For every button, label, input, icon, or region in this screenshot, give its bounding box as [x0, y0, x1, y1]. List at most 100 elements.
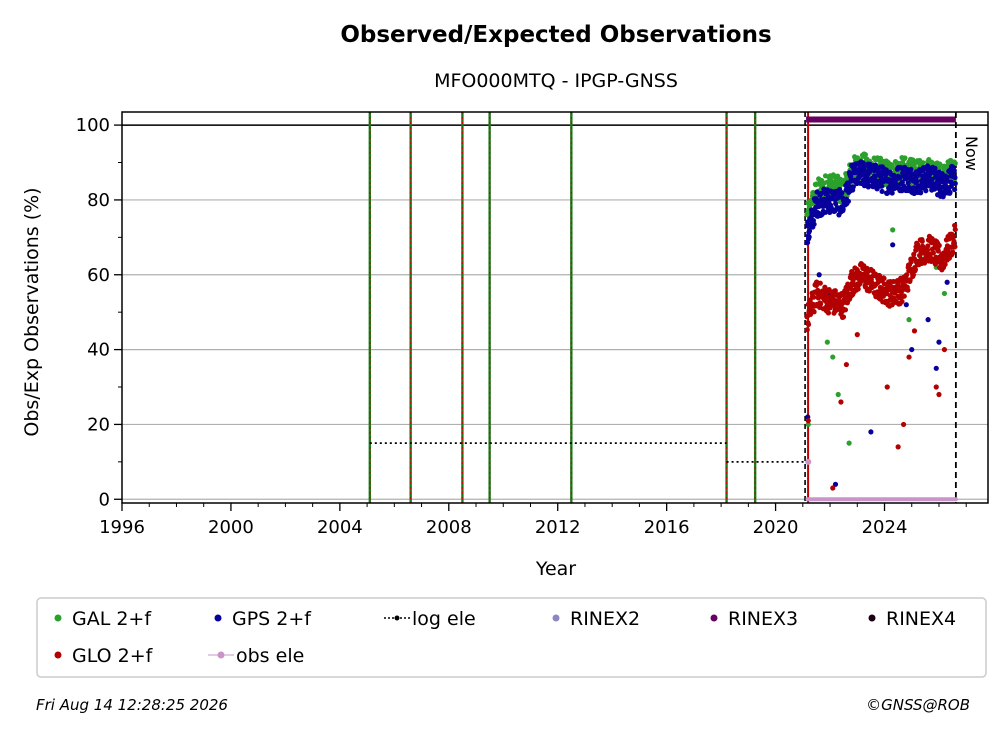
- data-point: [879, 188, 885, 195]
- data-point: [937, 161, 943, 167]
- now-label: Now: [962, 136, 981, 171]
- data-point-outlier: [933, 365, 939, 371]
- data-point: [910, 272, 917, 278]
- data-point: [830, 292, 836, 298]
- legend-marker: [54, 651, 62, 659]
- legend-item-rinex4: RINEX4: [868, 608, 956, 630]
- data-point: [806, 234, 812, 240]
- data-point: [872, 173, 878, 179]
- data-point-outlier: [906, 354, 912, 360]
- data-point-outlier: [832, 481, 839, 487]
- data-point: [850, 184, 856, 190]
- data-point: [903, 272, 910, 278]
- legend-marker-dot: [394, 615, 400, 621]
- data-point: [881, 275, 887, 282]
- data-point: [842, 307, 849, 313]
- data-point: [942, 261, 948, 268]
- x-tick-label: 2008: [426, 517, 472, 538]
- legend-item-gal-2-f: GAL 2+f: [54, 608, 152, 630]
- legend-marker-dot: [217, 651, 225, 659]
- data-point: [948, 183, 954, 189]
- data-point: [936, 242, 942, 249]
- data-point: [952, 226, 958, 233]
- data-point: [918, 190, 924, 196]
- x-tick-label: 2020: [753, 517, 799, 538]
- data-point: [920, 160, 926, 166]
- legend-marker: [214, 614, 222, 622]
- data-point: [825, 310, 832, 316]
- data-point: [947, 189, 953, 195]
- data-point: [806, 228, 813, 234]
- data-point-outlier: [835, 391, 841, 398]
- data-point: [914, 178, 920, 184]
- data-point-outlier: [838, 399, 844, 405]
- data-point: [889, 190, 895, 196]
- data-point: [930, 250, 936, 256]
- data-point: [839, 190, 845, 196]
- chart-title: Observed/Expected Observations: [340, 22, 771, 48]
- legend-label: GPS 2+f: [232, 608, 312, 630]
- data-point: [951, 167, 957, 174]
- data-point-outlier: [830, 354, 836, 360]
- data-point: [952, 174, 958, 181]
- data-point: [912, 266, 918, 273]
- data-point: [846, 183, 852, 190]
- legend-item-rinex2: RINEX2: [552, 608, 640, 630]
- x-tick-label: 2024: [862, 517, 908, 538]
- data-point: [905, 287, 911, 293]
- data-point: [935, 248, 941, 254]
- data-point: [925, 243, 931, 249]
- data-point: [855, 286, 861, 292]
- x-tick-label: 2012: [535, 517, 581, 538]
- data-point: [861, 164, 867, 171]
- data-point: [898, 289, 904, 295]
- data-point-outlier: [824, 339, 830, 345]
- legend-item-log-ele: log ele: [384, 608, 476, 630]
- data-point: [817, 280, 823, 286]
- data-point: [862, 151, 868, 158]
- data-point: [811, 309, 817, 315]
- data-point: [804, 327, 810, 333]
- data-point-outlier: [911, 328, 918, 334]
- data-point-outlier: [854, 332, 860, 338]
- data-point: [875, 279, 881, 285]
- legend-label: obs ele: [236, 645, 304, 667]
- data-point-outlier: [941, 346, 948, 353]
- x-tick-label: 1996: [99, 517, 145, 538]
- footer-timestamp: Fri Aug 14 12:28:25 2026: [36, 696, 228, 714]
- series-gps-2-f: [804, 159, 958, 487]
- data-point-outlier: [884, 384, 890, 390]
- x-axis-label: Year: [535, 558, 576, 580]
- data-point: [864, 175, 870, 182]
- data-point: [845, 198, 852, 204]
- data-point: [919, 238, 925, 244]
- data-point: [952, 244, 958, 250]
- data-point-outlier: [936, 391, 942, 398]
- legend-label: GAL 2+f: [72, 608, 152, 630]
- legend-marker: [710, 614, 718, 622]
- data-point-outlier: [941, 290, 948, 297]
- data-point-outlier: [906, 317, 912, 323]
- data-point-outlier: [868, 429, 874, 435]
- y-axis-label: Obs/Exp Observations (%): [21, 187, 43, 436]
- x-tick-label: 2000: [208, 517, 254, 538]
- legend-label: log ele: [412, 608, 476, 630]
- y-tick-label: 80: [87, 190, 110, 211]
- data-point-outlier: [816, 272, 822, 278]
- data-point: [948, 179, 954, 185]
- data-point: [901, 293, 907, 299]
- data-point: [923, 188, 929, 194]
- data-point-outlier: [830, 485, 836, 491]
- legend-marker: [868, 614, 876, 622]
- data-point: [899, 298, 905, 305]
- data-point: [840, 206, 846, 212]
- data-point-outlier: [933, 384, 939, 390]
- data-point: [952, 222, 958, 229]
- series-glo-2-f: [804, 222, 958, 491]
- y-tick-label: 100: [76, 115, 110, 136]
- legend-item-rinex3: RINEX3: [710, 608, 798, 630]
- data-point: [911, 251, 917, 257]
- footer-credit: ©GNSS@ROB: [866, 696, 970, 714]
- legend-marker: [54, 614, 62, 622]
- data-point-outlier: [944, 279, 950, 285]
